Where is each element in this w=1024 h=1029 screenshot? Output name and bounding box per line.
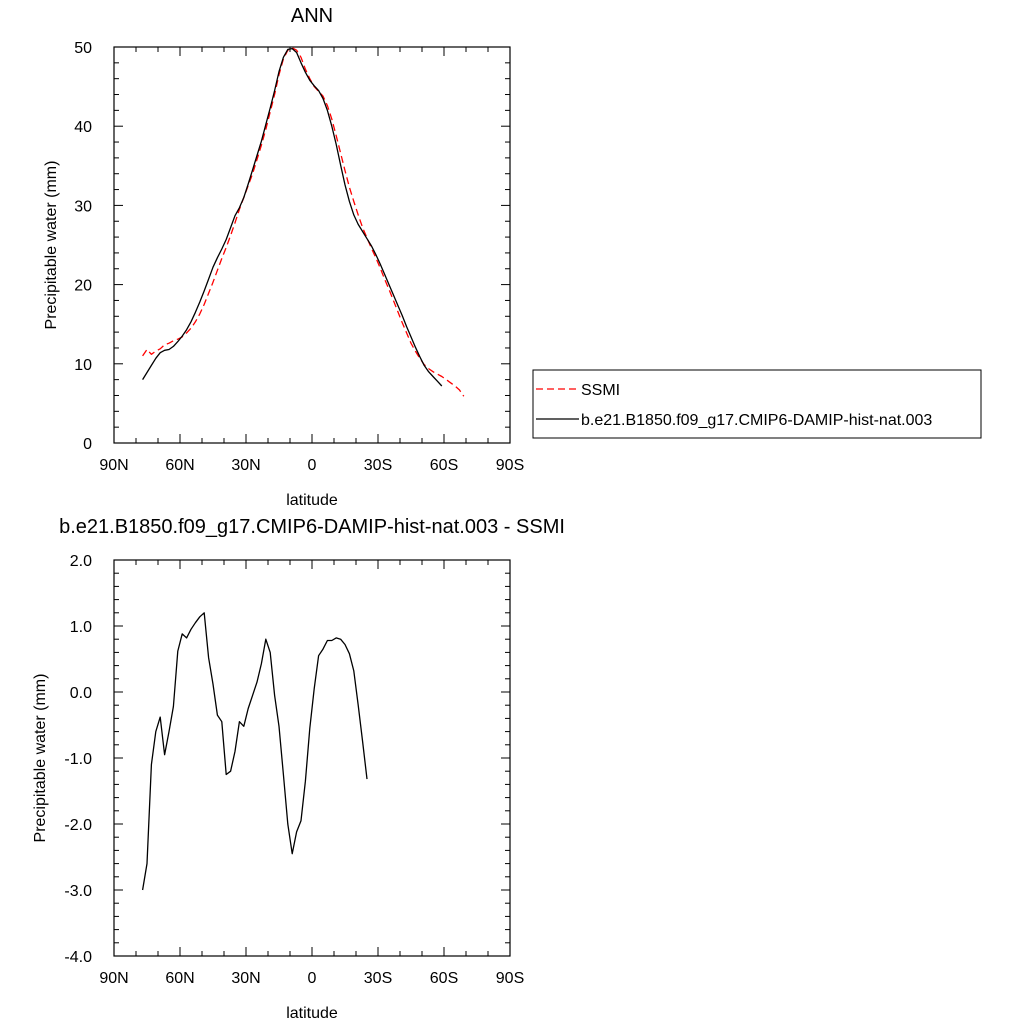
y-tick-label: 0.0: [70, 685, 92, 702]
y-axis-label: Precipitable water (mm): [43, 161, 60, 330]
x-tick-label: 60N: [165, 970, 194, 987]
y-tick-label: 20: [74, 278, 92, 295]
y-axis-ticks: [114, 559, 510, 957]
chart-title: b.e21.B1850.f09_g17.CMIP6-DAMIP-hist-nat…: [59, 516, 565, 538]
x-tick-label: 30N: [231, 970, 260, 987]
y-tick-label: -1.0: [64, 751, 92, 768]
annual-mean-panel: ANN 90N 60N 30N 0 30S 60S 90S 0 10 20 30 40 50 latitud…: [43, 5, 982, 509]
y-tick-label: 10: [74, 357, 92, 374]
legend-label: SSMI: [581, 382, 620, 399]
x-axis-label: latitude: [286, 1005, 338, 1022]
y-tick-label: 40: [74, 119, 92, 136]
x-tick-label: 90S: [496, 970, 524, 987]
y-axis-label: Precipitable water (mm): [32, 674, 49, 843]
x-axis-ticks: [113, 47, 511, 443]
x-axis-label: latitude: [286, 492, 338, 509]
y-tick-label: 0: [83, 436, 92, 453]
series-line-model: [142, 47, 443, 387]
x-tick-label: 60S: [430, 457, 458, 474]
x-tick-label: 0: [308, 970, 317, 987]
legend-label: b.e21.B1850.f09_g17.CMIP6-DAMIP-hist-nat…: [581, 412, 932, 429]
y-tick-label: -4.0: [64, 949, 92, 966]
y-tick-label: 30: [74, 198, 92, 215]
x-tick-label: 90N: [99, 970, 128, 987]
x-tick-label: 30S: [364, 970, 392, 987]
y-tick-label: -2.0: [64, 817, 92, 834]
x-tick-label: 60S: [430, 970, 458, 987]
series-line-ssmi: [142, 47, 465, 397]
x-tick-label: 90N: [99, 457, 128, 474]
plot-frame: [113, 559, 511, 957]
x-tick-label: 0: [308, 457, 317, 474]
x-tick-label: 90S: [496, 457, 524, 474]
difference-panel: b.e21.B1850.f09_g17.CMIP6-DAMIP-hist-nat…: [32, 516, 565, 1022]
series-line-model: [141, 612, 368, 891]
y-tick-label: -3.0: [64, 883, 92, 900]
legend-box: [532, 369, 982, 439]
x-tick-label: 30S: [364, 457, 392, 474]
x-axis-ticks: [113, 560, 511, 956]
x-tick-label: 30N: [231, 457, 260, 474]
y-tick-label: 50: [74, 40, 92, 57]
legend: SSMI b.e21.B1850.f09_g17.CMIP6-DAMIP-hist…: [532, 369, 982, 439]
y-axis-ticks: [114, 46, 510, 444]
y-tick-label: 2.0: [70, 553, 92, 570]
chart-title: ANN: [291, 5, 333, 27]
y-tick-label: 1.0: [70, 619, 92, 636]
x-tick-label: 60N: [165, 457, 194, 474]
